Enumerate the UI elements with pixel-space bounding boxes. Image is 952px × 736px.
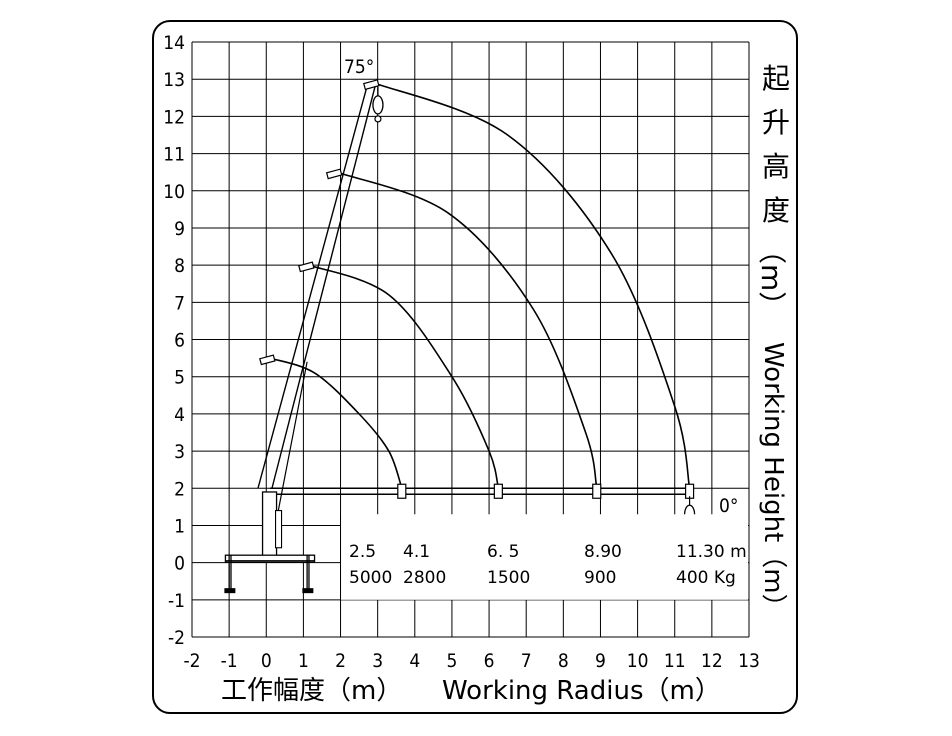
load-value: 2800 [403,568,446,588]
boom-raised [271,82,377,489]
x-axis-label-en: Working Radius（m） [442,676,721,706]
y-tick-label: 3 [174,441,185,463]
y-tick-label: 4 [174,404,185,426]
reach-arc-2 [308,264,500,489]
boom-section-collar [298,261,315,273]
y-tick-label: 7 [174,292,185,314]
x-tick-label: 4 [409,650,420,672]
crane-drawing [224,79,696,594]
load-value: 1500 [487,568,530,588]
y-label-unit: （m） [755,236,788,319]
y-tick-label: 1 [174,515,185,537]
load-table: 2.5 4.1 6. 5 8.90 11.30 m 5000 2800 1500… [349,542,747,588]
y-label-char: 升 [762,106,790,139]
x-tick-labels: -2 -1 0 1 2 3 4 5 6 7 8 9 10 11 12 13 [183,650,759,672]
y-tick-label: 13 [163,69,185,91]
load-table-background [340,514,748,600]
y-tick-label: 2 [174,478,185,500]
x-tick-label: 6 [484,650,495,672]
x-tick-label: 13 [738,650,760,672]
y-tick-label: 14 [163,32,185,54]
boom-section-collar [684,483,695,499]
y-axis-label-zh: 起 升 高 度 （m） [755,62,790,319]
radius-value: 11.30 m [676,542,747,562]
reach-arc-3 [336,171,598,489]
x-tick-label: 7 [521,650,532,672]
x-tick-label: 5 [446,650,457,672]
boom-raised [257,82,369,489]
load-value: 400 Kg [676,568,736,588]
radius-value: 6. 5 [487,542,519,562]
radius-value: 8.90 [584,542,622,562]
y-tick-label: 12 [163,106,185,128]
x-tick-label: -2 [183,650,200,672]
reach-arc-1 [269,357,403,489]
boom-section-collar [325,168,343,180]
outrigger-pad [224,588,236,594]
boom-section-collar [397,483,407,499]
x-axis-label-zh: 工作幅度（m） [221,676,402,706]
y-tick-label: 11 [163,144,185,166]
y-label-char: 度 [762,194,790,227]
y-axis-label-en: Working Height（m） [758,342,788,620]
x-tick-label: 8 [558,650,569,672]
hook-block [372,95,384,115]
radius-value: 4.1 [403,542,430,562]
y-tick-label: 6 [174,330,185,352]
radius-value: 2.5 [349,542,376,562]
y-tick-label: 5 [174,367,185,389]
boom-section-collar [363,79,380,91]
boom-section-collar [493,483,503,499]
y-tick-label: -1 [168,590,185,612]
hook [374,115,382,123]
column-cylinder [274,510,283,549]
x-tick-label: 3 [372,650,383,672]
y-tick-label: 8 [174,255,185,277]
x-tick-label: 0 [261,650,272,672]
base-frame [224,554,316,563]
reach-arc-4 [373,82,691,489]
luffing-cylinder [273,361,308,533]
angle-label-0: 0° [719,495,738,517]
y-tick-label: -2 [168,627,185,649]
x-tick-label: 12 [701,650,723,672]
y-tick-label: 9 [174,218,185,240]
x-tick-label: 9 [595,650,606,672]
x-tick-label: 2 [335,650,346,672]
boom-section-collar [592,483,602,499]
crane-column [261,491,278,560]
load-value: 5000 [349,568,392,588]
y-label-char: 高 [762,150,790,183]
boom-section-collar [259,354,276,366]
y-tick-label: 10 [163,181,185,203]
y-label-char: 起 [762,62,790,95]
outrigger-pad [302,588,314,594]
x-tick-label: -1 [221,650,238,672]
x-tick-label: 1 [298,650,309,672]
x-tick-label: 11 [664,650,686,672]
y-tick-label: 0 [174,553,185,575]
x-tick-label: 10 [627,650,649,672]
reach-arcs [269,82,691,489]
load-value: 900 [584,568,616,588]
chart-frame [152,20,798,714]
angle-label-75: 75° [344,56,374,78]
